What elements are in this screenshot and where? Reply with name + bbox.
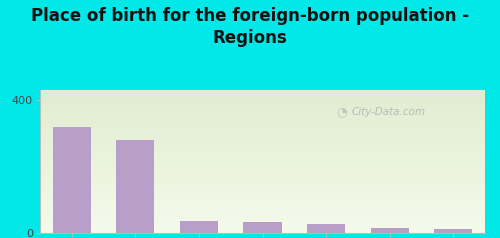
Bar xyxy=(434,229,472,233)
Bar xyxy=(370,228,408,233)
Bar xyxy=(116,140,154,233)
Bar xyxy=(52,127,91,233)
Text: ◔: ◔ xyxy=(336,105,347,118)
Bar xyxy=(307,224,345,233)
Text: Place of birth for the foreign-born population -
Regions: Place of birth for the foreign-born popu… xyxy=(31,7,469,47)
Bar xyxy=(180,221,218,233)
Text: City-Data.com: City-Data.com xyxy=(352,107,426,117)
Bar xyxy=(244,222,282,233)
